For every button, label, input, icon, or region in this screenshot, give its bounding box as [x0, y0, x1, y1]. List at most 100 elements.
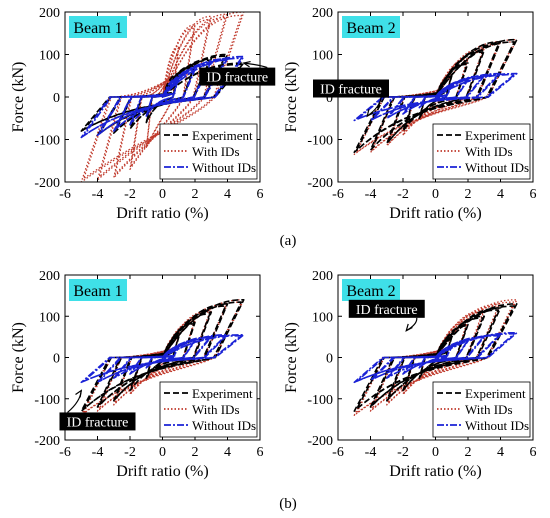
x-tick-label: 6	[530, 187, 537, 202]
annotation-text: ID fracture	[67, 415, 129, 430]
y-tick-label: -100	[307, 134, 333, 149]
y-tick-label: 200	[39, 269, 60, 284]
annotation-bg	[199, 67, 276, 86]
legend-box	[432, 381, 531, 438]
x-axis-label: Drift ratio (%)	[389, 463, 481, 480]
beam-label-text: Beam 1	[73, 20, 122, 37]
beam-label: Beam 2	[342, 16, 400, 38]
y-tick-label: 100	[312, 49, 333, 64]
x-axis-label: Drift ratio (%)	[389, 205, 481, 222]
series-group	[353, 38, 518, 156]
annotation-id-fracture: ID fracture	[59, 389, 136, 431]
y-tick-label: -100	[34, 393, 60, 408]
x-axis-label: Drift ratio (%)	[116, 463, 208, 480]
x-tick-label: 6	[530, 445, 537, 460]
legend-entry-label: Experiment	[465, 386, 526, 401]
y-tick-label: -200	[307, 176, 333, 191]
x-tick-label: -4	[92, 445, 104, 460]
x-tick-label: -4	[365, 445, 377, 460]
y-axis-label: Force (kN)	[283, 322, 300, 393]
series-group	[353, 299, 518, 416]
beam-label: Beam 2	[342, 279, 400, 301]
y-tick-label: -200	[34, 176, 60, 191]
y-tick-label: -100	[34, 134, 60, 149]
beam-label-bg	[69, 16, 127, 38]
y-tick-label: 0	[326, 352, 333, 367]
x-tick-label: -4	[92, 187, 104, 202]
y-tick-label: 200	[312, 269, 333, 284]
beam-label-text: Beam 2	[346, 283, 395, 300]
y-tick-label: 200	[39, 6, 60, 21]
x-tick-label: 2	[465, 445, 472, 460]
x-tick-label: -2	[397, 445, 409, 460]
annotation-text: ID fracture	[206, 71, 268, 86]
series-line-without-ids	[353, 72, 518, 122]
x-tick-label: -6	[59, 187, 71, 202]
beam-label: Beam 1	[69, 16, 127, 38]
annotation-text: ID fracture	[356, 303, 418, 318]
y-tick-label: 100	[39, 49, 60, 64]
legend-box	[159, 381, 258, 438]
x-tick-label: -6	[59, 445, 71, 460]
annotation-arrow	[67, 390, 82, 413]
beam-label-text: Beam 1	[73, 283, 122, 300]
y-tick-label: 0	[53, 91, 60, 106]
legend-entry-label: With IDs	[465, 402, 513, 417]
x-tick-label: -6	[332, 187, 344, 202]
row-caption-b-text: (b)	[279, 496, 297, 512]
y-tick-label: -200	[307, 434, 333, 449]
row-caption-a: (a)	[268, 233, 308, 250]
legend-entry-label: Without IDs	[192, 418, 256, 433]
annotation-arrowhead	[75, 389, 83, 398]
x-tick-label: 0	[432, 187, 439, 202]
x-tick-label: -2	[397, 187, 409, 202]
legend-entry-label: Without IDs	[465, 418, 529, 433]
beam-label-bg	[69, 279, 127, 301]
legend-entry-label: With IDs	[192, 144, 240, 159]
x-tick-label: 4	[497, 445, 504, 460]
series-line-without-ids	[353, 332, 518, 384]
x-tick-label: 4	[224, 187, 231, 202]
x-tick-label: 0	[159, 445, 166, 460]
legend-box	[432, 123, 531, 180]
annotation-bg	[348, 299, 425, 318]
annotation-arrowhead	[405, 323, 413, 332]
series-group	[80, 12, 245, 182]
x-tick-label: 2	[465, 187, 472, 202]
beam-label: Beam 1	[69, 279, 127, 301]
x-tick-label: 0	[159, 187, 166, 202]
y-tick-label: 200	[312, 6, 333, 21]
annotation-id-fracture: ID fracture	[313, 79, 389, 118]
x-tick-label: -2	[124, 445, 136, 460]
x-tick-label: 6	[257, 187, 264, 202]
x-tick-label: 6	[257, 445, 264, 460]
legend-entry-label: Without IDs	[465, 160, 529, 175]
x-tick-label: -2	[124, 187, 136, 202]
chart-panel-b-left: -6 -4 -2 0 2 4 6 -200 -100 0 100 200 Drift ratio (%)…	[10, 269, 264, 480]
annotation-id-fracture: ID fracture	[348, 299, 425, 332]
y-axis-label: Force (kN)	[10, 322, 27, 393]
row-caption-a-text: (a)	[279, 233, 297, 249]
y-tick-label: 0	[326, 91, 333, 106]
legend-entry-label: Experiment	[192, 128, 253, 143]
annotation-id-fracture: ID fracture	[199, 60, 276, 86]
beam-label-text: Beam 2	[346, 20, 395, 37]
x-tick-label: 4	[224, 445, 231, 460]
x-tick-label: -4	[365, 187, 377, 202]
legend-entry-label: With IDs	[192, 402, 240, 417]
y-tick-label: 0	[53, 352, 60, 367]
annotation-arrowhead	[366, 109, 374, 118]
x-tick-label: -6	[332, 445, 344, 460]
chart-panel-a-left: -6 -4 -2 0 2 4 6 -200 -100 0 100 200 Drift ratio (%)…	[10, 6, 276, 222]
y-tick-label: 100	[39, 310, 60, 325]
annotation-arrowhead	[242, 60, 251, 68]
row-caption-b: (b)	[268, 496, 308, 513]
x-tick-label: 2	[192, 445, 199, 460]
annotation-arrow	[243, 62, 268, 69]
legend-entry-label: With IDs	[465, 144, 513, 159]
series-line-without-ids	[80, 55, 245, 139]
